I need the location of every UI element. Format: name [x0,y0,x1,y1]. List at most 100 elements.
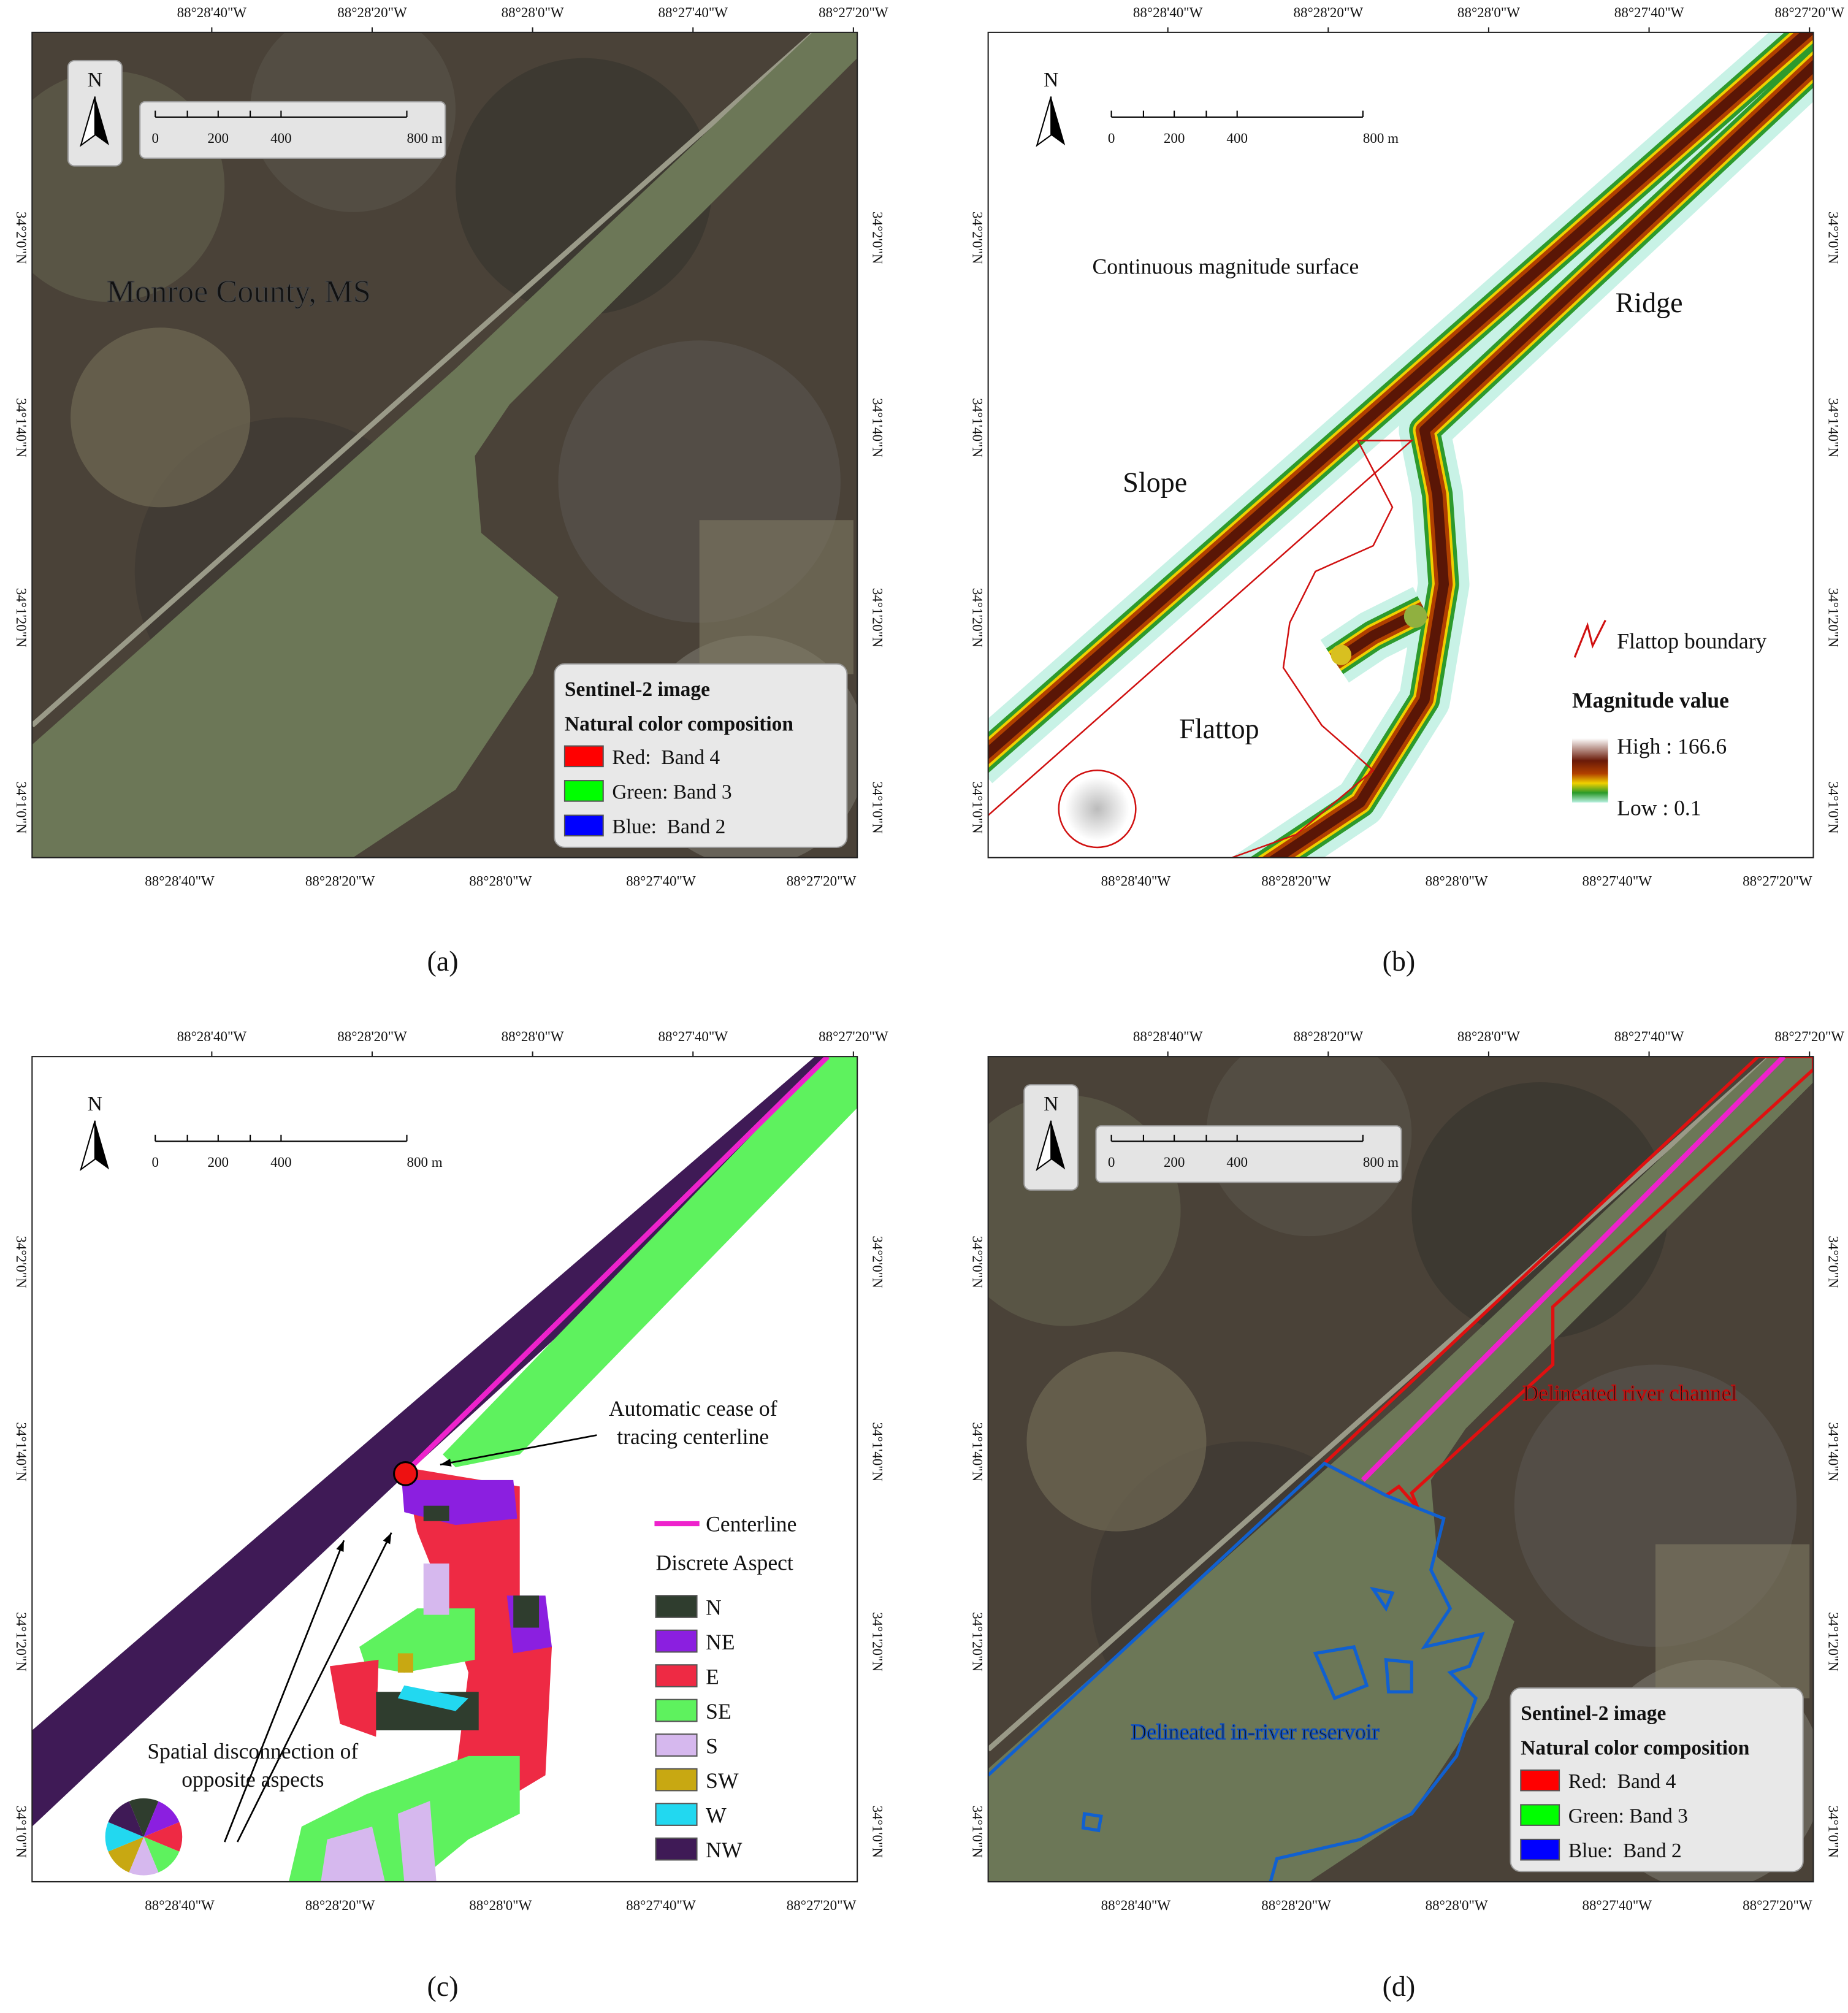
longitude-label: 88°28'40"W [177,4,247,20]
latitude-label: 34°1'40"N [13,398,29,457]
legend-swatch [563,814,604,837]
legend-title: Magnitude value [1572,688,1729,712]
north-arrow [94,1120,109,1170]
longitude-label: 88°28'20"W [305,1897,375,1913]
ridge-label: Ridge [1616,287,1683,318]
aspect-s [397,1801,437,1882]
legend-swatch [1520,1804,1560,1826]
longitude-label: 88°28'0"W [469,873,532,889]
panel-d: 88°28'40"W 88°28'40"W 88°28'20"W 88°28'20"W… [970,1028,1845,1913]
map-frame [987,1056,1814,1883]
longitude-label: 88°28'40"W [1101,873,1171,889]
latitude-label: 34°1'20"N [869,588,885,647]
aspect-wheel [105,1822,144,1852]
longitude-label: 88°28'20"W [337,4,407,20]
legend-swatch [563,745,604,768]
latitude-label: 34°2'0"N [970,1236,986,1288]
longitude-label: 88°28'20"W [1261,1897,1331,1913]
slope-label: Slope [1123,467,1187,498]
ridge [988,32,1814,760]
flattop-label: Flattop [1179,713,1259,744]
legend-ramp [1571,738,1608,803]
arrow-head [383,1532,392,1545]
road [32,32,817,728]
longitude-label: 88°28'20"W [305,873,375,889]
legend-label: SE [706,1699,731,1724]
longitude-label: 88°28'0"W [1426,873,1488,889]
scale-label: 400 [270,130,292,146]
north-arrow [1051,1120,1066,1170]
longitude-label: 88°28'20"W [1294,4,1364,20]
latitude-label: 34°1'0"N [1826,781,1842,834]
latitude-label: 34°1'0"N [970,1806,986,1858]
legend-label: Red: Band 4 [612,746,720,769]
map-frame [987,31,1814,858]
annotation: tracing centerline [617,1424,769,1449]
latitude-label: 34°2'0"N [869,1236,885,1288]
aspect-wheel [129,1798,159,1837]
legend-swatch [563,780,604,802]
aspect-w [397,1685,468,1711]
legend-label: Blue: Band 2 [612,816,725,838]
longitude-label: 88°27'20"W [1774,4,1844,20]
annotation: Automatic cease of [609,1396,777,1421]
scale-label: 400 [1226,130,1248,146]
legend-label: Green: Band 3 [612,781,731,803]
north-label: N [88,1093,102,1115]
scale-label: 800 m [1363,1154,1399,1170]
latitude-label: 34°1'40"N [970,1422,986,1481]
longitude-label: 88°28'40"W [145,1897,215,1913]
legend-swatch [655,1664,698,1687]
centerline [1361,1056,1786,1482]
longitude-label: 88°27'40"W [1614,1028,1684,1044]
legend-swatch [655,1595,698,1618]
north-label: N [88,69,102,91]
aspect-wheel [143,1822,183,1852]
peak [1331,644,1351,665]
longitude-label: 88°28'40"W [145,873,215,889]
latitude-label: 34°1'40"N [13,1422,29,1481]
panel-c: 88°28'40"W 88°28'40"W 88°28'20"W 88°28'20"W… [13,1028,888,1913]
legend-label: Green: Band 3 [1568,1805,1688,1828]
aspect-wheel [108,1801,144,1837]
scale-label: 0 [152,1154,159,1170]
latitude-label: 34°1'40"N [1826,1422,1842,1481]
longitude-label: 88°27'40"W [1582,873,1652,889]
latitude-label: 34°2'0"N [970,212,986,264]
surface-label: Continuous magnitude surface [1092,254,1359,278]
latitude-label: 34°2'0"N [1826,1236,1842,1288]
aspect-n [513,1595,540,1628]
longitude-label: 88°28'20"W [1261,873,1331,889]
flattop-boundary [1058,770,1137,849]
latitude-label: 34°1'20"N [1826,1612,1842,1671]
longitude-label: 88°28'20"W [1294,1028,1364,1044]
legend-box [554,663,848,849]
ridge [1268,59,1814,858]
latitude-label: 34°1'40"N [869,1422,885,1481]
river [32,32,858,858]
latitude-label: 34°1'40"N [869,398,885,457]
scale-label: 200 [208,1154,229,1170]
latitude-label: 34°1'0"N [13,1806,29,1858]
arrow-head [440,1459,452,1467]
longitude-label: 88°27'40"W [626,873,696,889]
scale-label: 200 [208,130,229,146]
aspect-wheel [143,1801,180,1837]
map-frame [31,31,858,858]
longitude-label: 88°27'20"W [1743,1897,1812,1913]
scale-box [139,101,446,159]
legend-swatch [655,1803,698,1826]
legend-swatch [1520,1769,1560,1792]
longitude-label: 88°27'20"W [819,4,888,20]
longitude-label: 88°28'20"W [337,1028,407,1044]
panel-a: 88°28'40"W 88°28'40"W 88°28'20"W 88°28'20"W… [13,4,888,889]
scale-label: 400 [1226,1154,1248,1170]
channel-outline [1321,1056,1814,1510]
legend-title: Discrete Aspect [656,1550,793,1575]
longitude-label: 88°27'40"W [626,1897,696,1913]
longitude-label: 88°28'0"W [1457,1028,1520,1044]
longitude-label: 88°27'40"W [1614,4,1684,20]
centerline [402,1056,830,1476]
aspect-n [423,1505,449,1521]
scale-box [1095,1125,1402,1183]
